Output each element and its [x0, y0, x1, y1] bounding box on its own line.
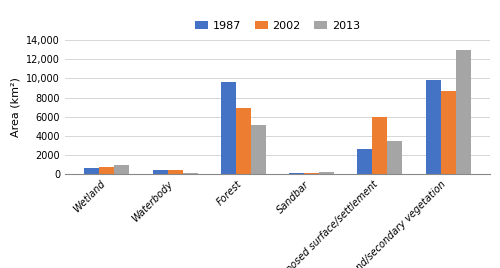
Bar [251, 125, 266, 174]
Bar [289, 173, 304, 174]
Bar [304, 173, 319, 174]
Bar [319, 172, 334, 174]
Bar [426, 80, 440, 174]
Bar [168, 170, 182, 174]
Bar [388, 141, 402, 174]
Bar [182, 173, 198, 174]
Bar [114, 165, 130, 174]
Bar [372, 117, 388, 174]
Bar [152, 170, 168, 174]
Legend: 1987, 2002, 2013: 1987, 2002, 2013 [190, 16, 364, 35]
Y-axis label: Area (km²): Area (km²) [10, 77, 20, 137]
Bar [440, 91, 456, 174]
Bar [100, 166, 114, 174]
Bar [236, 108, 251, 174]
Bar [221, 82, 236, 174]
Bar [456, 50, 470, 174]
Bar [358, 149, 372, 174]
Bar [84, 169, 100, 174]
